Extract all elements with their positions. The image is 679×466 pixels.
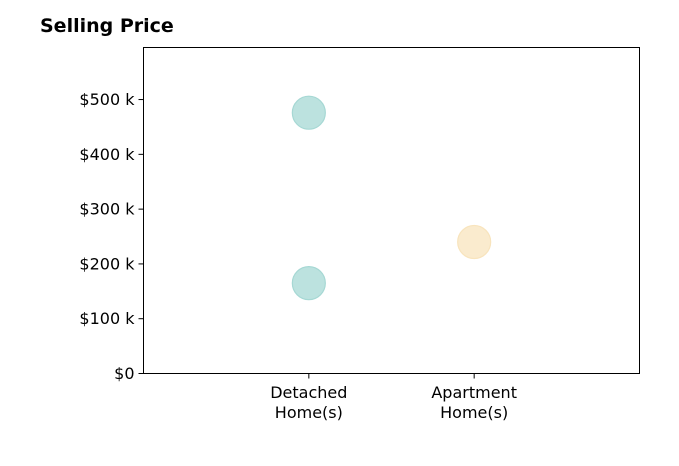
scatter-point (291, 95, 326, 130)
y-tick-label: $400 k (79, 145, 135, 164)
y-tick-label: $200 k (79, 254, 135, 273)
chart-title: Selling Price (40, 15, 174, 37)
axes-frame (143, 47, 640, 374)
y-tick-label: $500 k (79, 90, 135, 109)
y-tick-label: $0 (114, 364, 134, 383)
scatter-point (457, 224, 492, 260)
x-tick-label: Detached Home(s) (270, 383, 347, 422)
scatter-point (291, 265, 326, 301)
x-tick-label: Apartment Home(s) (431, 383, 517, 422)
y-tick-label: $100 k (79, 309, 135, 328)
y-tick-label: $300 k (79, 200, 135, 219)
